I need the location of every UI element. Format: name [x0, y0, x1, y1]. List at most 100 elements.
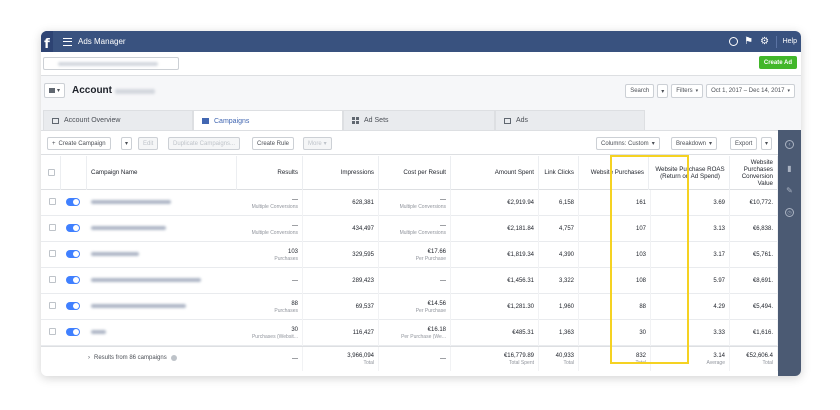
- row-amount-spent-value: €485.31: [512, 330, 534, 336]
- toggle-header: [61, 156, 87, 190]
- campaign-toggle[interactable]: [66, 224, 80, 232]
- row-cost-per-result: —: [379, 268, 451, 294]
- row-checkbox[interactable]: [49, 328, 56, 335]
- export-button[interactable]: Export: [730, 137, 758, 150]
- globe-icon[interactable]: [728, 37, 738, 46]
- clock-icon[interactable]: ◷: [785, 208, 794, 217]
- row-amount-spent: €2,919.94: [451, 190, 539, 216]
- row-cost-per-result: €14.56 Per Purchase: [379, 294, 451, 320]
- col-amount-spent[interactable]: Amount Spent: [451, 156, 539, 190]
- hamburger-icon[interactable]: [63, 37, 72, 46]
- flag-icon[interactable]: ⚑: [744, 35, 754, 47]
- redacted-campaign-name[interactable]: [91, 330, 106, 334]
- create-campaign-dropdown[interactable]: ▾: [121, 137, 132, 150]
- breakdown-dropdown[interactable]: Breakdown ▾: [671, 137, 718, 150]
- summary-results-value: —: [292, 356, 298, 362]
- table-toolbar: + Create Campaign ▾ Edit Duplicate Campai…: [41, 131, 778, 155]
- chevron-down-icon: ▾: [661, 88, 665, 95]
- tab-campaigns[interactable]: Campaigns: [193, 110, 343, 131]
- tab-ad-sets[interactable]: Ad Sets: [343, 110, 495, 130]
- table-row[interactable]: 30 Purchases (Websit... 116,427 €16.18 Per P…: [41, 320, 778, 346]
- row-impressions: 329,595: [303, 242, 379, 268]
- col-impressions[interactable]: Impressions: [303, 156, 379, 190]
- redacted-campaign-name[interactable]: [91, 252, 139, 256]
- table-row[interactable]: — 289,423 — €1,456.31 3,322 108 5.97 €8,691.: [41, 268, 778, 294]
- row-roas-value: 3.13: [713, 226, 725, 232]
- filters-button[interactable]: Filters ▾: [671, 84, 704, 98]
- col-roas[interactable]: Website Purchase ROAS (Return on Ad Spen…: [651, 156, 730, 190]
- facebook-logo[interactable]: f: [41, 31, 53, 52]
- duplicate-campaigns-button[interactable]: Duplicate Campaigns...: [168, 137, 241, 150]
- row-results-value: 30: [291, 326, 298, 333]
- row-checkbox[interactable]: [49, 276, 56, 283]
- export-dropdown[interactable]: ▾: [761, 137, 772, 150]
- redacted-campaign-name[interactable]: [91, 200, 171, 204]
- row-checkbox[interactable]: [49, 250, 56, 257]
- row-website-purchases: 107: [579, 216, 651, 242]
- summary-spent-sub: Total Spent: [508, 359, 534, 366]
- create-campaign-button[interactable]: + Create Campaign: [47, 137, 111, 150]
- table-row[interactable]: 88 Purchases 69,537 €14.56 Per Purchase €1,28…: [41, 294, 778, 320]
- bar-chart-icon[interactable]: ▮: [787, 164, 792, 173]
- row-results-sub: Multiple Conversions: [251, 229, 298, 236]
- info-icon[interactable]: [170, 355, 177, 361]
- col-website-purchases[interactable]: Website Purchases: [579, 156, 649, 190]
- col-conversion-value-label: Website Purchases Conversion Value: [741, 158, 773, 188]
- row-roas: 3.33: [651, 320, 730, 346]
- search-dropdown-button[interactable]: ▾: [657, 84, 669, 98]
- more-button[interactable]: More ▾: [303, 137, 332, 150]
- col-link-clicks[interactable]: Link Clicks: [539, 156, 579, 190]
- collapse-icon[interactable]: ‹: [785, 140, 794, 149]
- redacted-campaign-name[interactable]: [91, 278, 201, 282]
- campaigns-panel: + Create Campaign ▾ Edit Duplicate Campai…: [41, 130, 778, 376]
- row-checkbox[interactable]: [49, 224, 56, 231]
- row-checkbox[interactable]: [49, 198, 56, 205]
- row-link-clicks: 6,158: [539, 190, 579, 216]
- row-results-value: 88: [291, 300, 298, 307]
- summary-label-group[interactable]: › Results from 86 campaigns: [88, 355, 177, 361]
- table-row[interactable]: — Multiple Conversions 628,381— Multiple Co…: [41, 190, 778, 216]
- campaign-toggle[interactable]: [66, 198, 80, 206]
- col-results[interactable]: Results: [237, 156, 303, 190]
- campaign-toggle[interactable]: [66, 328, 80, 336]
- tab-account-overview[interactable]: Account Overview: [43, 110, 193, 130]
- search-button[interactable]: Search: [625, 84, 655, 98]
- summary-value: €52,606.4 Total: [730, 347, 778, 371]
- redacted-campaign-name[interactable]: [91, 226, 166, 230]
- summary-roas: 3.14 Average: [651, 347, 730, 371]
- account-menu-button[interactable]: ▾: [44, 83, 65, 98]
- row-conversion-value: €6,838.: [730, 216, 778, 242]
- col-conversion-value[interactable]: Website Purchases Conversion Value: [730, 156, 778, 190]
- row-results: — Multiple Conversions: [237, 216, 303, 242]
- create-rule-button[interactable]: Create Rule: [252, 137, 295, 150]
- row-roas: 3.69: [651, 190, 730, 216]
- col-cost-per-result[interactable]: Cost per Result: [379, 156, 451, 190]
- table-row[interactable]: — Multiple Conversions 434,497— Multiple Co…: [41, 216, 778, 242]
- columns-dropdown[interactable]: Columns: Custom ▾: [596, 137, 660, 150]
- edit-button[interactable]: Edit: [138, 137, 159, 150]
- chevron-down-icon: ▾: [709, 141, 713, 147]
- gear-icon[interactable]: ⚙: [760, 35, 770, 47]
- table-header: Campaign Name Results Impressions Cost p…: [41, 156, 778, 190]
- row-link-clicks: 1,363: [539, 320, 579, 346]
- campaign-toggle[interactable]: [66, 250, 80, 258]
- tab-ads[interactable]: Ads: [495, 110, 645, 130]
- summary-value-sub: Total: [762, 359, 773, 366]
- chevron-right-icon: ›: [88, 355, 90, 361]
- table-row[interactable]: 103 Purchases 329,595 €17.66 Per Purchase €1,…: [41, 242, 778, 268]
- campaign-toggle[interactable]: [66, 302, 80, 310]
- row-cost-per-result-value: €17.66: [427, 248, 446, 255]
- account-dropdown[interactable]: [43, 57, 179, 70]
- col-campaign-name[interactable]: Campaign Name: [87, 156, 237, 190]
- row-link-clicks: 4,757: [539, 216, 579, 242]
- row-amount-spent: €1,819.34: [451, 242, 539, 268]
- create-ad-button[interactable]: Create Ad: [758, 56, 797, 69]
- redacted-campaign-name[interactable]: [91, 304, 186, 308]
- select-all-checkbox[interactable]: [48, 169, 55, 176]
- help-link[interactable]: Help: [782, 38, 797, 45]
- row-checkbox[interactable]: [49, 302, 56, 309]
- pencil-icon[interactable]: ✎: [786, 186, 793, 195]
- date-range-picker[interactable]: Oct 1, 2017 – Dec 14, 2017 ▾: [706, 84, 795, 98]
- row-conversion-value-value: €6,838.: [752, 226, 773, 232]
- campaign-toggle[interactable]: [66, 276, 80, 284]
